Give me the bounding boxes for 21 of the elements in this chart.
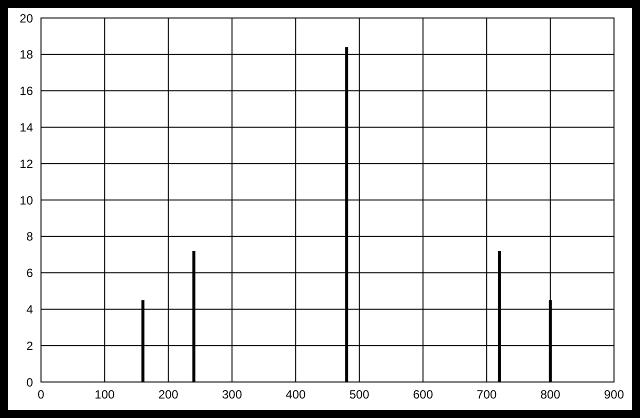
x-tick-label: 100 — [94, 388, 115, 402]
y-tick-label: 6 — [26, 266, 34, 280]
y-tick-label: 2 — [26, 338, 34, 353]
y-tick-label: 14 — [20, 120, 34, 134]
x-tick-label: 500 — [349, 388, 370, 402]
y-tick-label: 0 — [26, 375, 34, 390]
x-tick-label: 300 — [222, 388, 242, 402]
y-tick-label: 12 — [20, 156, 34, 171]
x-tick-label: 600 — [412, 388, 434, 402]
y-tick-label: 8 — [26, 230, 34, 244]
y-tick-label: 16 — [20, 84, 34, 98]
y-tick-label: 18 — [20, 48, 34, 62]
y-tick-label: 4 — [26, 302, 34, 316]
x-tick-label: 0 — [38, 388, 45, 402]
x-tick-label: 200 — [158, 388, 179, 402]
x-tick-label: 900 — [604, 388, 624, 402]
y-tick-label: 10 — [20, 193, 34, 208]
x-tick-label: 800 — [540, 388, 561, 402]
x-tick-label: 700 — [476, 388, 497, 402]
x-tick-label: 400 — [286, 388, 306, 402]
y-tick-label: 20 — [20, 11, 34, 26]
